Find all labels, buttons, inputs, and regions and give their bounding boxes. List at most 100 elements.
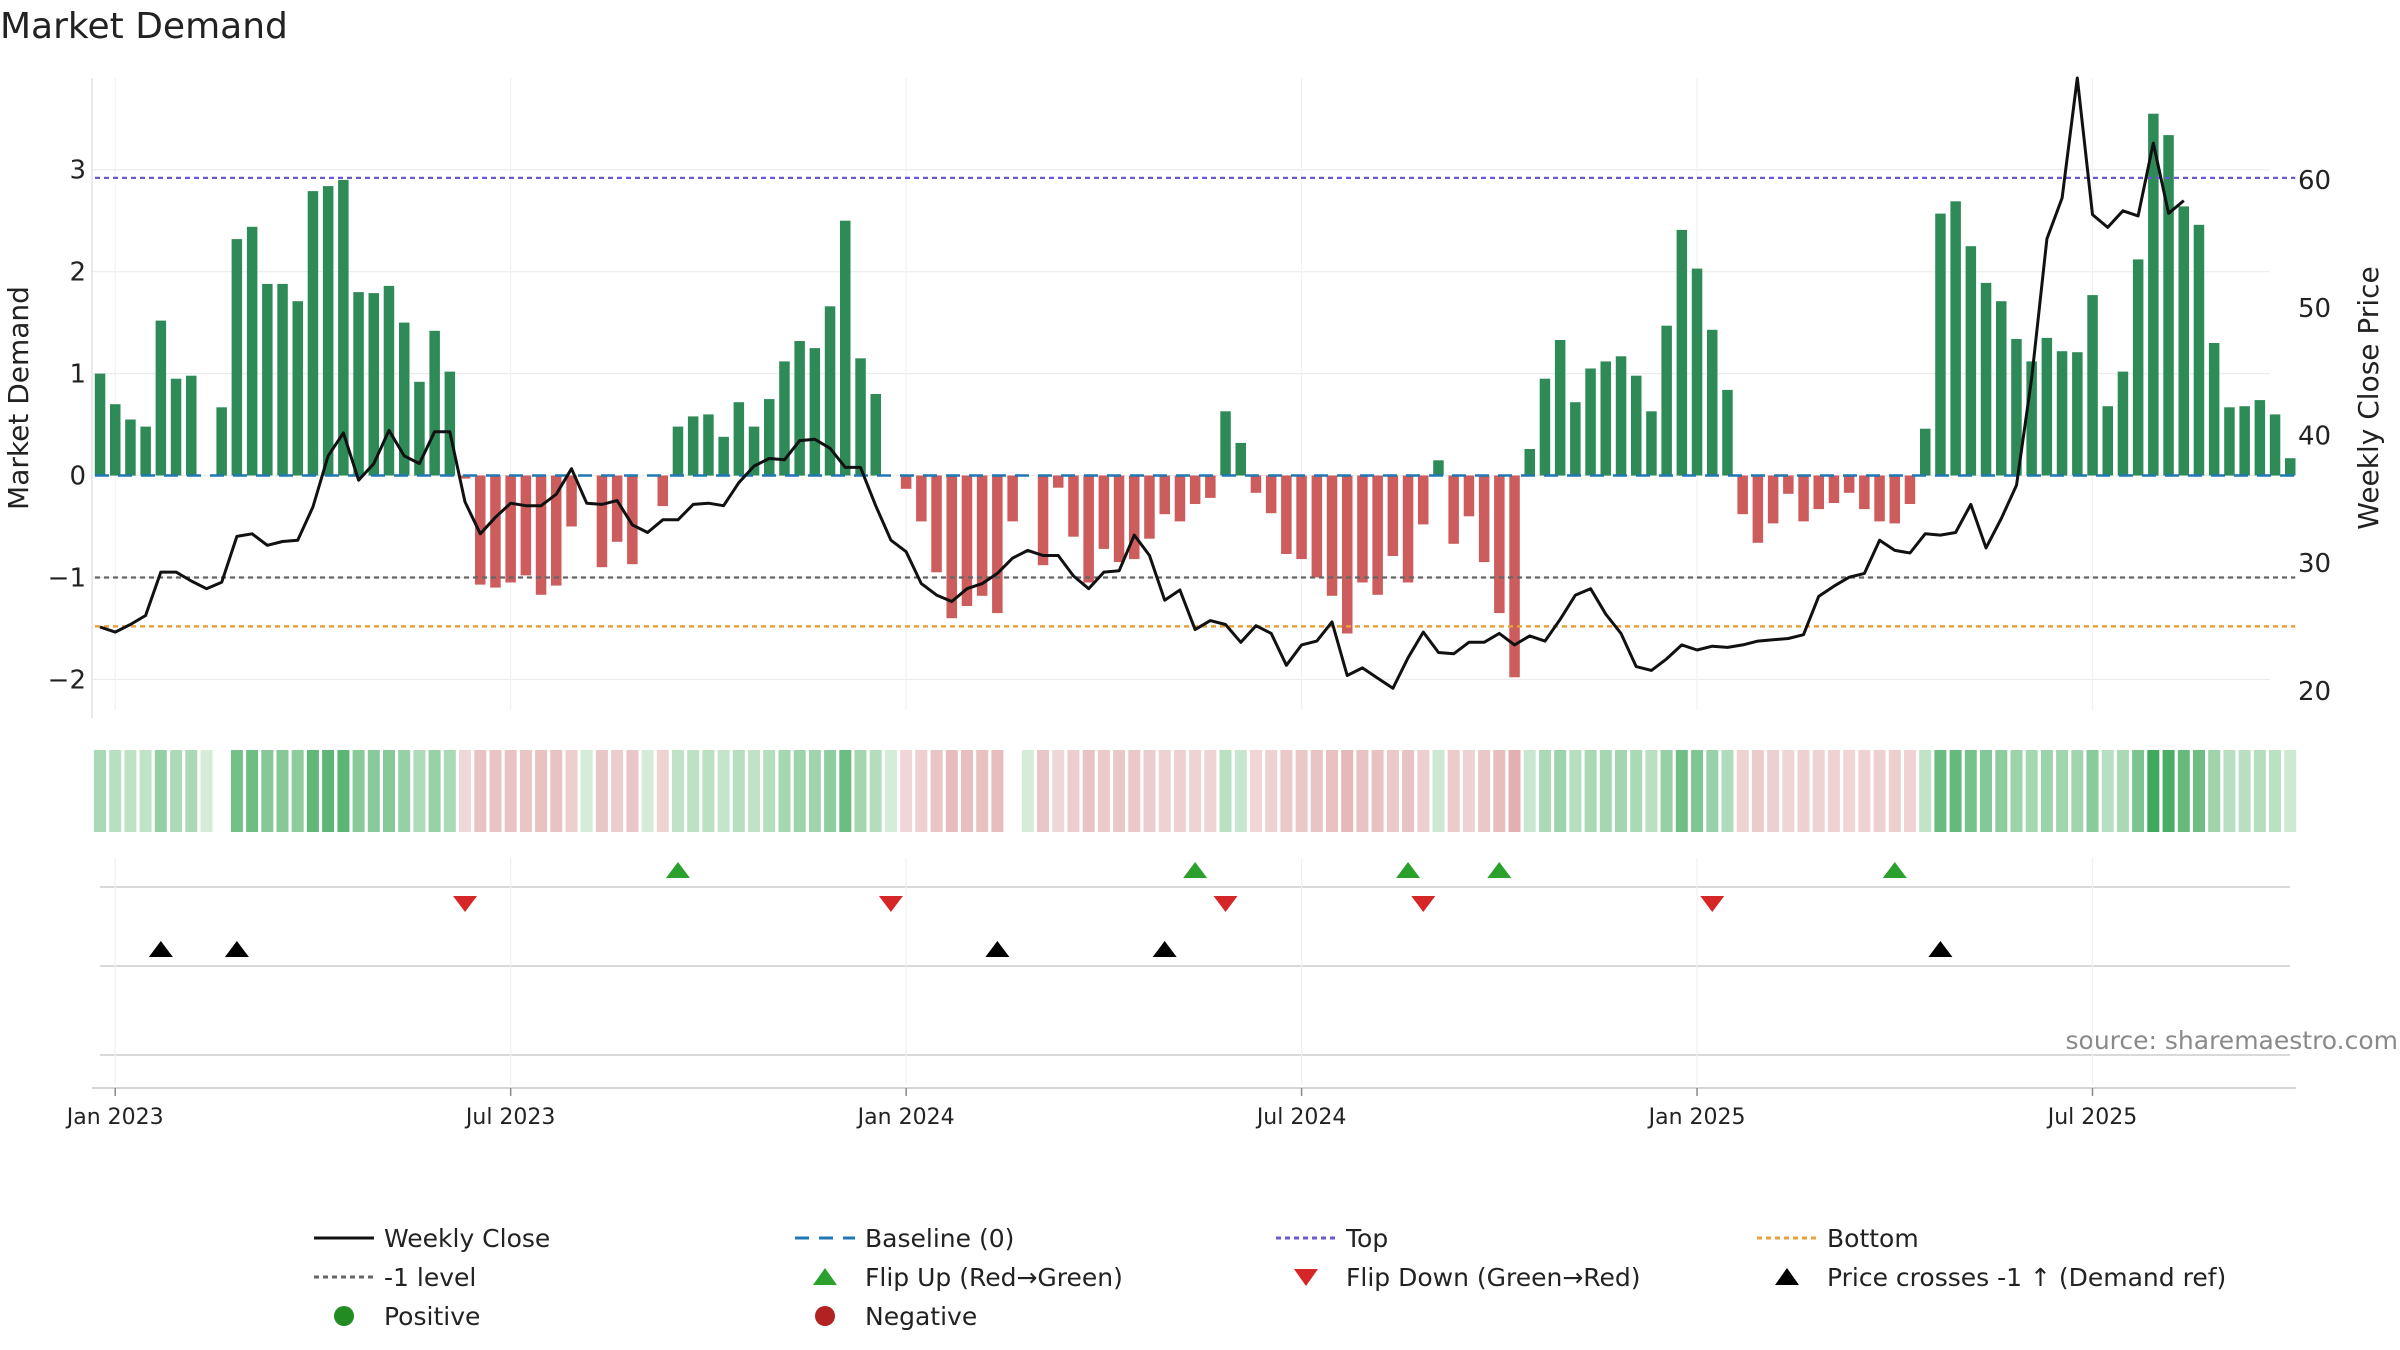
- strip-cell-15: [322, 750, 335, 832]
- demand-bar-37: [657, 475, 668, 507]
- strip-cell-43: [748, 750, 760, 832]
- strip-cell-133: [2116, 750, 2129, 832]
- demand-bar-144: [2285, 458, 2296, 476]
- strip-cell-100: [1615, 750, 1627, 832]
- strip-cell-57: [961, 750, 973, 832]
- demand-bar-108: [1737, 475, 1748, 515]
- strip-cell-52: [884, 750, 897, 832]
- strip-cell-33: [595, 750, 608, 832]
- x-tick-label: Jul 2024: [1255, 1105, 1347, 1130]
- legend-item-8: Positive: [334, 1302, 480, 1331]
- strip-cell-103: [1660, 750, 1673, 832]
- strip-cell-119: [1904, 750, 1916, 832]
- demand-bar-40: [703, 414, 714, 476]
- strip-cell-74: [1219, 750, 1232, 832]
- demand-bar-81: [1326, 475, 1338, 596]
- demand-bar-94: [1524, 449, 1535, 476]
- demand-bar-90: [1463, 475, 1475, 517]
- y-left-tick-label: −1: [48, 563, 86, 593]
- strip-cell-44: [763, 750, 776, 832]
- weekly-close-line: [99, 76, 2185, 690]
- flip-up-marker: [1487, 862, 1512, 878]
- demand-bar-17: [353, 292, 364, 476]
- legend-label: Baseline (0): [865, 1224, 1014, 1253]
- strip-cell-24: [459, 750, 471, 832]
- demand-bar-56: [946, 475, 957, 619]
- flip-down-marker: [1700, 896, 1725, 912]
- demand-bar-31: [566, 475, 577, 527]
- demand-bar-131: [2087, 295, 2098, 476]
- demand-bar-93: [1509, 475, 1520, 678]
- demand-bar-10: [246, 226, 258, 476]
- demand-heat-strip: [94, 750, 2297, 832]
- flip-down-marker: [878, 896, 903, 912]
- legend: Weekly Close Baseline (0) Top Bottom -1 leve…: [314, 1224, 2226, 1331]
- legend-item-0: Weekly Close: [314, 1224, 550, 1253]
- demand-bar-123: [1965, 246, 1977, 476]
- demand-bar-33: [596, 475, 608, 568]
- y-left-tick-label: 2: [69, 258, 86, 288]
- source-label: source: sharemaestro.com: [2066, 1026, 2399, 1055]
- strip-cell-41: [717, 750, 730, 832]
- strip-cell-59: [991, 750, 1004, 832]
- demand-bar-101: [1631, 375, 1642, 476]
- demand-bar-55: [931, 475, 942, 573]
- strip-cell-127: [2025, 750, 2038, 832]
- demand-bar-41: [718, 436, 729, 476]
- strip-cell-34: [611, 750, 624, 832]
- y-left-tick-label: −2: [48, 665, 86, 695]
- strip-cell-88: [1432, 750, 1445, 832]
- strip-cell-46: [793, 750, 806, 832]
- strip-cell-17: [352, 750, 365, 832]
- demand-bar-43: [748, 426, 760, 476]
- demand-bar-74: [1220, 411, 1231, 476]
- strip-cell-120: [1919, 750, 1932, 832]
- flip-down-marker: [453, 896, 478, 912]
- legend-item-3: Bottom: [1757, 1224, 1919, 1253]
- price-cross-marker: [148, 941, 173, 957]
- demand-bar-48: [824, 306, 836, 476]
- strip-cell-20: [398, 750, 411, 832]
- strip-cell-131: [2086, 750, 2099, 832]
- strip-cell-10: [246, 750, 259, 832]
- strip-cell-143: [2269, 750, 2281, 832]
- demand-bar-95: [1539, 378, 1551, 476]
- demand-bar-139: [2208, 343, 2220, 476]
- strip-cell-110: [1767, 750, 1780, 832]
- strip-cell-11: [261, 750, 274, 832]
- legend-label: Price crosses -1 ↑ (Demand ref): [1827, 1263, 2226, 1292]
- strip-cell-65: [1082, 750, 1095, 832]
- strip-cell-141: [2238, 750, 2251, 832]
- flip-up-marker: [1183, 862, 1208, 878]
- demand-bar-22: [429, 330, 440, 476]
- price-cross-marker: [224, 941, 249, 957]
- demand-bar-62: [1037, 475, 1049, 566]
- legend-swatch-triangle-down: [1294, 1269, 1318, 1286]
- event-marker-rows: [100, 858, 2290, 1085]
- y-right-tick-label: 40: [2298, 421, 2331, 451]
- demand-bar-88: [1433, 460, 1444, 476]
- strip-cell-47: [808, 750, 821, 832]
- strip-cell-97: [1569, 750, 1582, 832]
- demand-bar-4: [155, 320, 167, 476]
- strip-cell-69: [1143, 750, 1156, 832]
- strip-cell-48: [824, 750, 837, 832]
- x-tick-label: Jan 2024: [856, 1105, 955, 1130]
- demand-bar-122: [1950, 201, 1961, 476]
- demand-bar-9: [231, 239, 243, 476]
- demand-bar-46: [794, 341, 805, 476]
- chart-title: Market Demand: [0, 6, 288, 47]
- demand-bar-125: [1996, 301, 2007, 476]
- strip-cell-140: [2223, 750, 2236, 832]
- strip-cell-54: [915, 750, 928, 832]
- demand-bar-111: [1783, 475, 1794, 494]
- strip-cell-29: [535, 750, 548, 832]
- demand-bar-105: [1691, 268, 1703, 476]
- demand-bar-96: [1554, 340, 1566, 476]
- strip-cell-5: [170, 750, 183, 832]
- demand-bar-140: [2224, 407, 2235, 476]
- legend-item-9: Negative: [815, 1302, 977, 1331]
- strip-cell-132: [2101, 750, 2114, 832]
- legend-swatch-dot: [815, 1306, 835, 1326]
- demand-bar-54: [916, 475, 927, 522]
